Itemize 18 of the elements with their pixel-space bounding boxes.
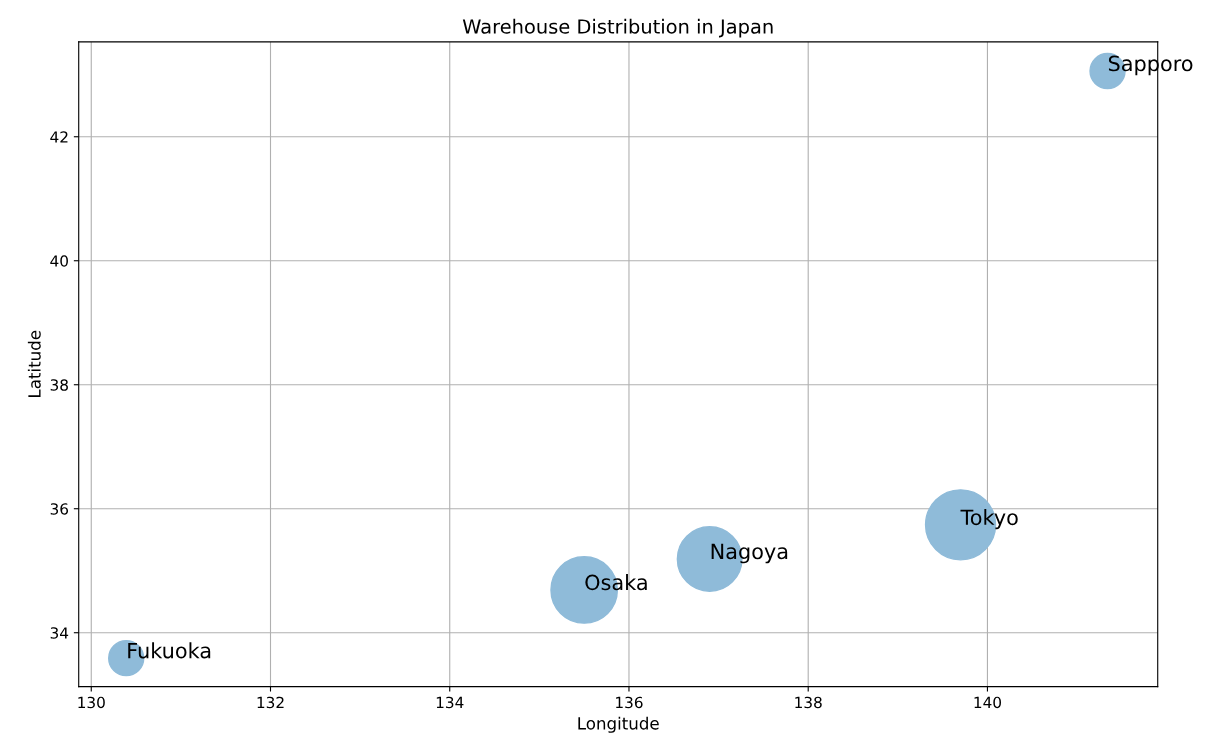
- x-tick-label: 130: [78, 696, 105, 709]
- y-tick-label: 36: [50, 503, 69, 515]
- annotation: Osaka: [585, 574, 647, 591]
- x-tick-label: 136: [616, 696, 643, 709]
- y-tick-label: 40: [50, 255, 68, 267]
- chart-title: Warehouse Distribution in Japan: [462, 18, 773, 38]
- y-tick-label: 42: [50, 131, 68, 143]
- x-tick-label: 132: [257, 696, 284, 709]
- y-tick-label: 38: [50, 379, 68, 391]
- y-axis-title: Latitude: [27, 330, 41, 397]
- y-tick-label: 34: [50, 627, 69, 639]
- annotation: Fukuoka: [128, 642, 211, 659]
- annotation: Tokyo: [960, 509, 1018, 530]
- x-axis-title: Longitude: [578, 716, 659, 733]
- x-tick-label: 134: [436, 696, 464, 709]
- annotation: Nagoya: [711, 543, 788, 564]
- x-tick-label: 140: [974, 696, 1002, 709]
- x-tick-label: 138: [795, 696, 822, 709]
